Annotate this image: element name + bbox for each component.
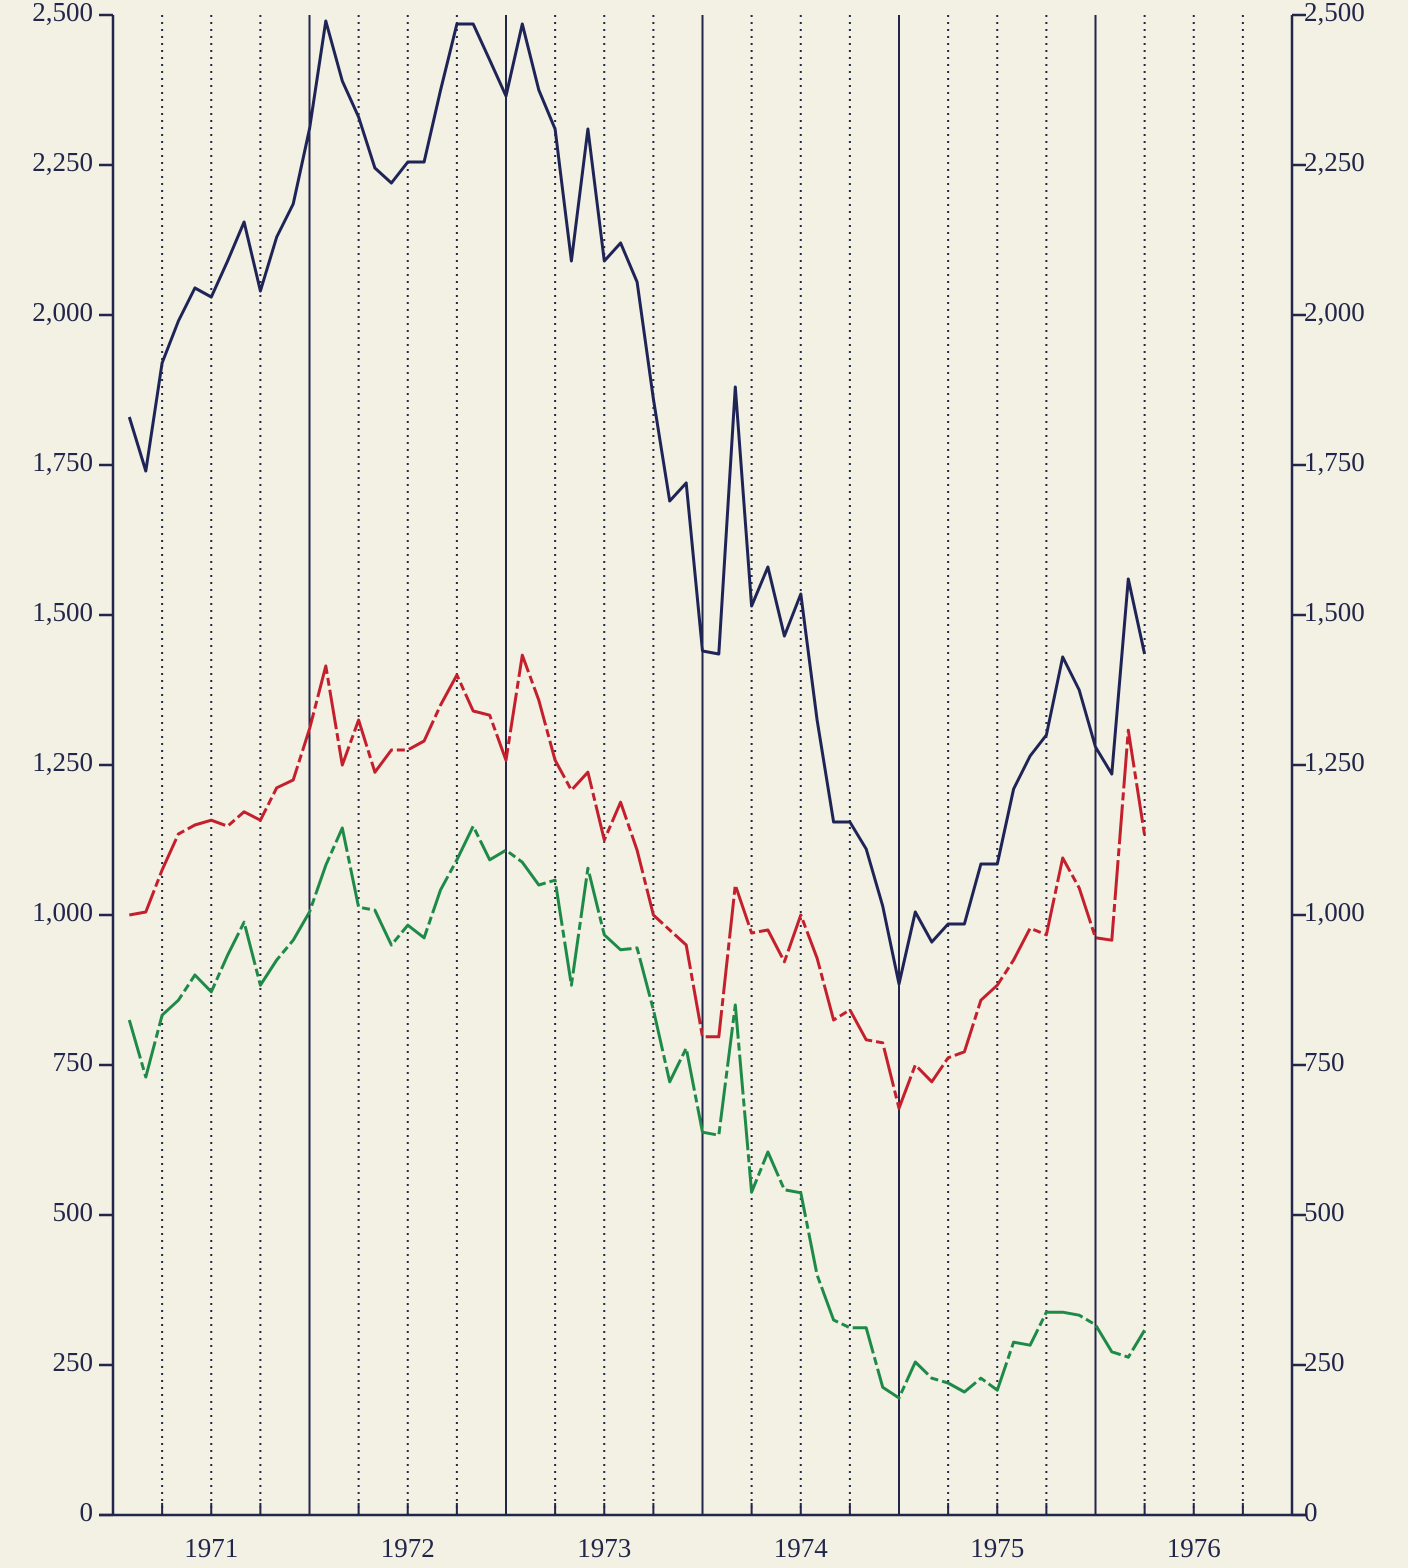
y-tick-label: 1,000 xyxy=(32,897,93,927)
x-tick-label: 1974 xyxy=(774,1533,829,1563)
y-tick-label-right: 1,000 xyxy=(1304,897,1365,927)
y-tick-label-right: 500 xyxy=(1304,1197,1345,1227)
y-tick-label-right: 750 xyxy=(1304,1047,1345,1077)
y-tick-label: 1,250 xyxy=(32,747,93,777)
series-line xyxy=(127,19,1147,986)
y-tick-label: 1,500 xyxy=(32,597,93,627)
y-tick-label: 2,000 xyxy=(32,297,93,327)
y-tick-label-right: 1,250 xyxy=(1304,747,1365,777)
x-tick-label: 1975 xyxy=(970,1533,1024,1563)
y-tick-label: 1,750 xyxy=(32,447,93,477)
y-tick-label: 0 xyxy=(80,1497,94,1527)
x-tick-label: 1971 xyxy=(184,1533,238,1563)
y-tick-label-right: 2,500 xyxy=(1304,0,1365,27)
y-tick-label-right: 0 xyxy=(1304,1497,1318,1527)
y-tick-label-right: 250 xyxy=(1304,1347,1345,1377)
x-tick-label: 1973 xyxy=(577,1533,631,1563)
y-tick-label-right: 2,250 xyxy=(1304,147,1365,177)
x-tick-label: 1972 xyxy=(381,1533,435,1563)
y-tick-label: 2,250 xyxy=(32,147,93,177)
series-line xyxy=(127,824,1146,1400)
x-tick-label: 1976 xyxy=(1167,1533,1221,1563)
y-tick-label: 500 xyxy=(53,1197,94,1227)
y-tick-label-right: 2,000 xyxy=(1304,297,1365,327)
y-tick-label: 750 xyxy=(53,1047,94,1077)
y-tick-label: 2,500 xyxy=(32,0,93,27)
y-tick-label-right: 1,750 xyxy=(1304,447,1365,477)
y-tick-label: 250 xyxy=(53,1347,94,1377)
series-line xyxy=(129,653,1147,1110)
y-tick-label-right: 1,500 xyxy=(1304,597,1365,627)
